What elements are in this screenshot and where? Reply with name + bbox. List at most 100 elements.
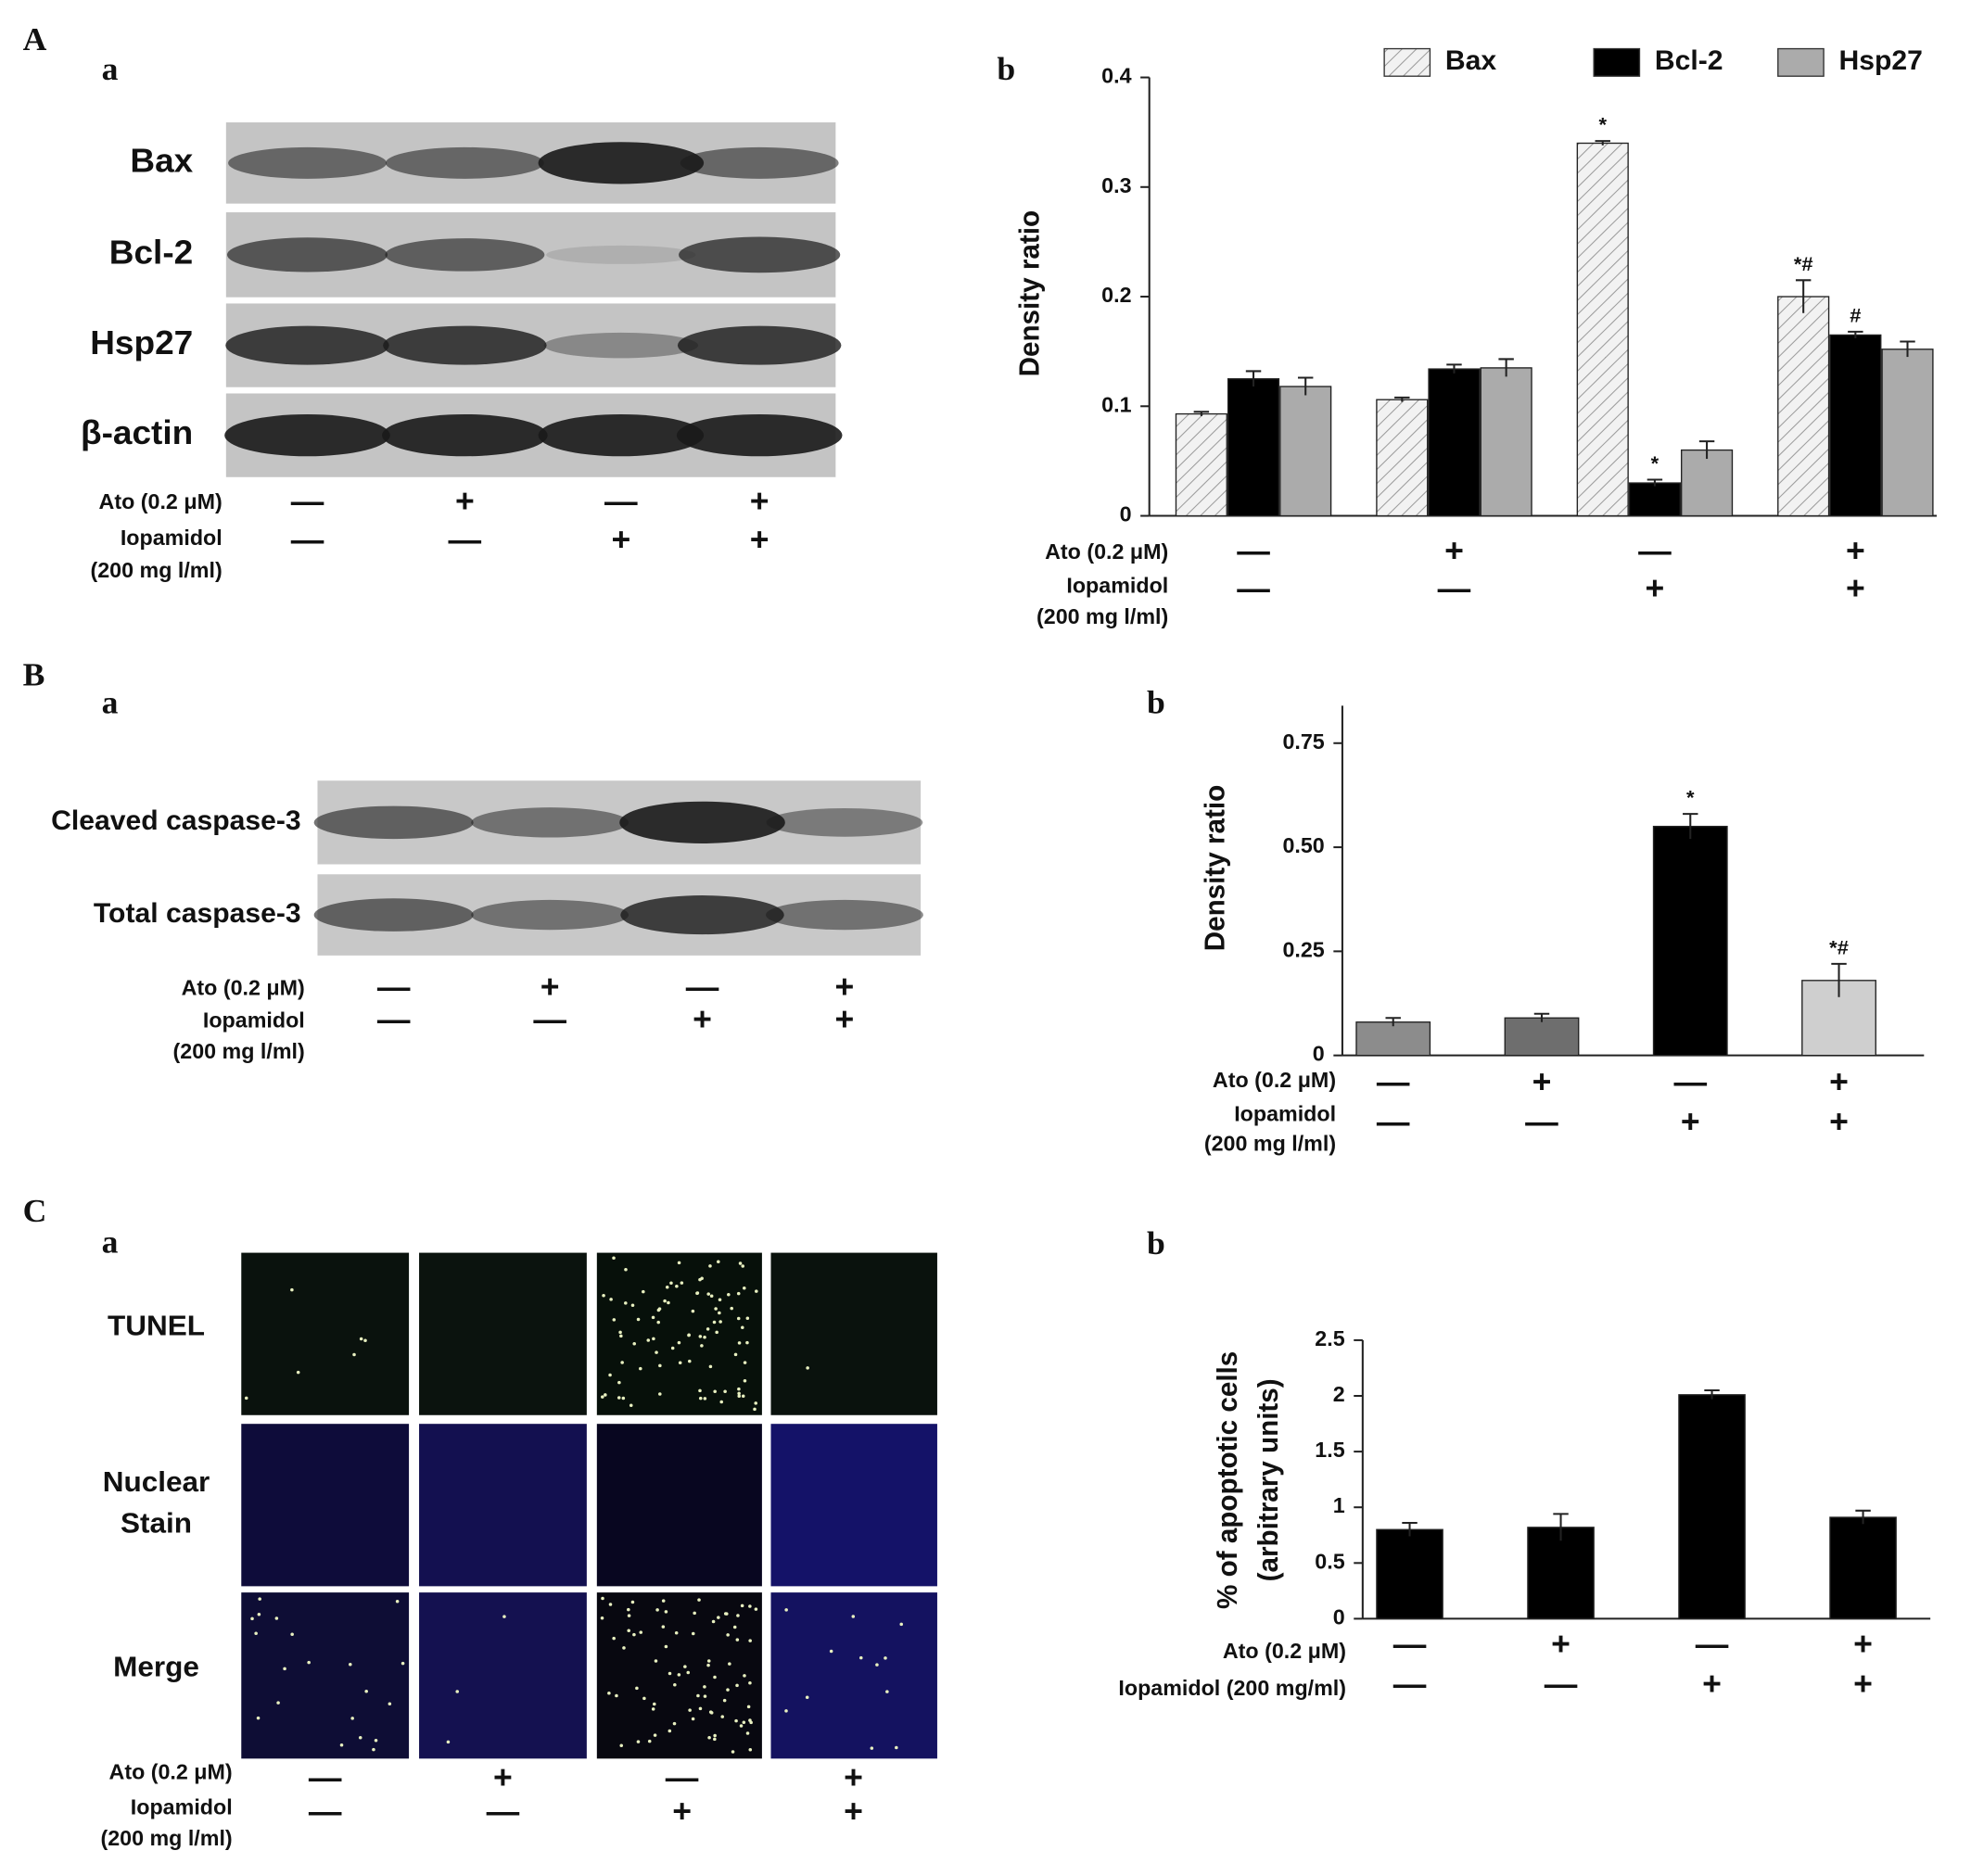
- micrograph: [419, 1424, 587, 1587]
- blot-strip: [313, 874, 923, 956]
- treatment-mark: —: [377, 970, 411, 1006]
- stained-cell: [624, 1301, 628, 1305]
- micrograph-background: [770, 1424, 937, 1587]
- blot-band: [225, 325, 389, 365]
- stained-cell: [257, 1612, 261, 1616]
- subpanel-label: a: [102, 51, 119, 87]
- stained-cell: [612, 1318, 617, 1322]
- blot-band: [766, 899, 923, 931]
- stained-cell: [806, 1366, 809, 1370]
- stained-cell: [691, 1309, 695, 1313]
- stained-cell: [656, 1308, 661, 1312]
- stained-cell: [741, 1264, 744, 1268]
- treatment-mark: +: [1853, 1627, 1873, 1663]
- treatment-mark: —: [1438, 571, 1471, 607]
- y-tick-label: 0.1: [1101, 393, 1132, 417]
- blot-band: [620, 895, 784, 935]
- stained-cell: [737, 1391, 741, 1396]
- treatment-mark: +: [1681, 1104, 1700, 1140]
- blot-band: [766, 807, 923, 837]
- stained-cell: [735, 1638, 740, 1642]
- stained-cell: [629, 1403, 633, 1407]
- stained-cell: [339, 1743, 344, 1747]
- stained-cell: [703, 1335, 706, 1339]
- stained-cell: [715, 1330, 718, 1335]
- bar: [1175, 412, 1227, 517]
- significance-label: *: [1651, 451, 1659, 475]
- stained-cell: [732, 1625, 737, 1629]
- stained-cell: [703, 1694, 707, 1698]
- error-bar: [1402, 1522, 1418, 1537]
- stained-cell: [713, 1389, 717, 1394]
- stained-cell: [736, 1291, 741, 1296]
- treatment-mark: —: [1377, 1064, 1410, 1100]
- stained-cell: [726, 1633, 730, 1637]
- treatment-mark: —: [449, 522, 482, 558]
- blot-row-label: β-actin: [81, 413, 193, 451]
- bar: [1504, 1017, 1580, 1057]
- stained-cell: [687, 1333, 691, 1337]
- treatment-mark: —: [309, 1760, 342, 1796]
- treatment-mark: +: [611, 522, 630, 558]
- treatment-mark: +: [1444, 533, 1464, 569]
- blot-band: [676, 413, 843, 457]
- blot-band: [313, 805, 474, 840]
- stained-cell: [742, 1287, 746, 1290]
- stained-cell: [617, 1396, 621, 1400]
- stained-cell: [244, 1396, 248, 1401]
- stained-cell: [700, 1276, 704, 1280]
- stained-cell: [728, 1662, 731, 1666]
- treatment-mark: —: [533, 1002, 566, 1038]
- stained-cell: [895, 1745, 898, 1750]
- stained-cell: [737, 1394, 742, 1398]
- micrograph: [419, 1252, 587, 1415]
- blot-strip: [225, 303, 842, 387]
- y-tick-label: 0.25: [1282, 938, 1324, 962]
- subpanel-label: b: [1147, 1225, 1165, 1261]
- stained-cell: [700, 1344, 704, 1348]
- stained-cell: [754, 1607, 758, 1611]
- stained-cell: [718, 1311, 721, 1315]
- bar: [1652, 825, 1728, 1057]
- blot-row-label: Hsp27: [90, 323, 193, 361]
- stained-cell: [621, 1396, 626, 1401]
- stained-cell: [754, 1401, 757, 1405]
- bar: [1628, 482, 1681, 517]
- stained-cell: [675, 1284, 679, 1288]
- y-tick-label: 2: [1333, 1382, 1345, 1406]
- bar: [1678, 1394, 1746, 1620]
- blot-band: [383, 325, 547, 365]
- blot-band: [538, 142, 705, 184]
- stained-cell: [372, 1747, 375, 1752]
- stained-cell: [617, 1380, 621, 1385]
- error-bar: [1193, 411, 1210, 416]
- treatment-mark: —: [666, 1760, 699, 1796]
- stained-cell: [274, 1616, 279, 1620]
- blot-band: [226, 237, 388, 273]
- bar: [1777, 296, 1830, 517]
- treatment-label: Iopamidol: [1234, 1102, 1336, 1126]
- stained-cell: [753, 1407, 757, 1412]
- stained-cell: [600, 1616, 604, 1620]
- error-bar: [1704, 1388, 1720, 1400]
- legend-label: Bax: [1445, 45, 1497, 76]
- stained-cell: [884, 1656, 887, 1660]
- stained-cell: [723, 1389, 727, 1393]
- stained-cell: [642, 1289, 645, 1294]
- stained-cell: [712, 1320, 717, 1325]
- stained-cell: [706, 1663, 710, 1667]
- stained-cell: [604, 1393, 607, 1397]
- treatment-label: Iopamidol: [203, 1008, 305, 1033]
- treatment-mark: +: [750, 484, 769, 520]
- stained-cell: [829, 1649, 833, 1654]
- treatment-mark: +: [455, 484, 475, 520]
- blot-band: [382, 413, 548, 457]
- stained-cell: [627, 1629, 630, 1632]
- stained-cell: [636, 1317, 641, 1322]
- stained-cell: [698, 1335, 703, 1338]
- treatment-mark: +: [835, 1002, 855, 1038]
- stained-cell: [719, 1400, 724, 1404]
- error-bar: [1394, 396, 1410, 402]
- stained-cell: [686, 1670, 691, 1675]
